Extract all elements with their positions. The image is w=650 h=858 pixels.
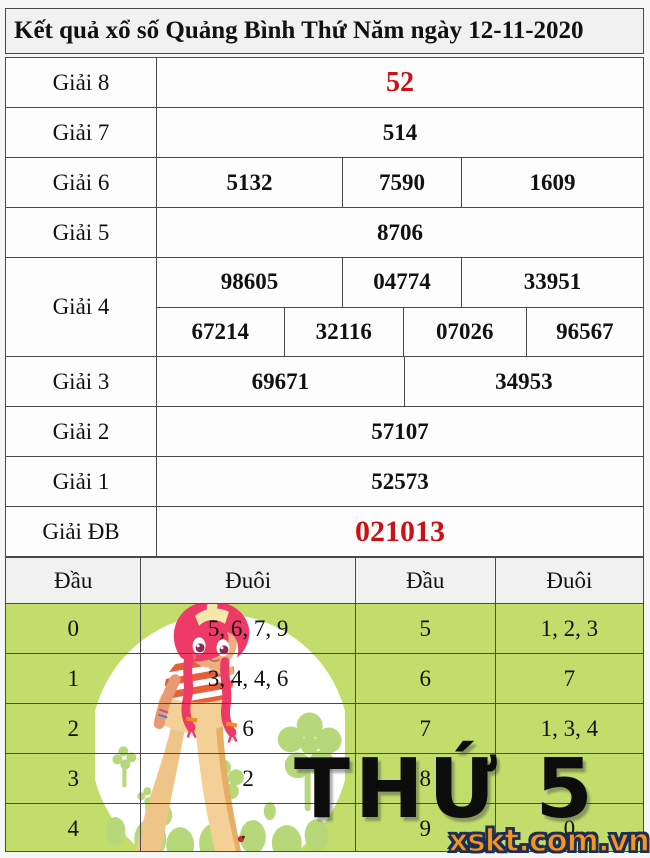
prize-label: Giải 7 [52,119,110,145]
prize-value: 07026 [402,307,526,356]
site-watermark: xskt.com.vn [448,823,650,858]
prize-label: Giải 3 [52,368,110,394]
column-header: Đuôi [140,558,354,603]
prize-value: 96567 [525,307,643,356]
column-header: Đầu [54,567,93,593]
prize-label: Giải 5 [52,219,110,245]
prize-value: 67214 [156,307,284,356]
prize-value: 1609 [460,158,643,207]
prize-label: Giải ĐB [42,518,120,544]
prize-subrow: 67214 32116 07026 96567 [156,306,643,356]
prize-row-g2: Giải 2 57107 [6,406,643,456]
head-digit: 5 [354,604,495,653]
prize-row-gdb: Giải ĐB 021013 [6,506,643,556]
head-digit: 1 [67,665,79,691]
head-tail-grid: Đầu Đuôi Đầu Đuôi 0 5, 6, 7, 9 5 1, 2, 3… [6,558,643,851]
prize-value: 32116 [283,307,403,356]
prize-value: 8706 [156,208,643,257]
table-row: 4 9 0 [6,803,643,851]
prize-label: Giải 6 [52,169,110,195]
tail-digits [140,804,354,851]
prize-row-g7: Giải 7 514 [6,107,643,157]
girl-mascot-illustration [95,601,345,851]
prize-table: Giải 8 52 Giải 7 514 Giải 6 5132 7590 16… [5,57,644,557]
prize-row-g6: Giải 6 5132 7590 1609 [6,157,643,207]
head-digit: 3 [67,765,79,791]
prize-value: 57107 [156,407,643,456]
tail-digits: 5, 6, 7, 9 [140,604,354,653]
prize-value: 04774 [341,258,461,307]
table-row: 1 3, 4, 4, 6 6 7 [6,653,643,703]
prize-row-g3: Giải 3 69671 34953 [6,356,643,406]
tail-digits: 0 [494,804,643,851]
table-row: 3 2 8 [6,753,643,803]
prize-row-g1: Giải 1 52573 [6,456,643,506]
prize-label: Giải 2 [52,418,110,444]
head-digit: 7 [354,704,495,753]
prize-row-g5: Giải 5 8706 [6,207,643,257]
prize-value: 98605 [156,258,342,307]
tail-digits: 6 [140,704,354,753]
head-digit: 8 [354,754,495,803]
prize-subrow: 98605 04774 33951 [156,258,643,307]
column-header: Đuôi [494,558,643,603]
head-digit: 9 [354,804,495,851]
head-digit: 6 [354,654,495,703]
head-tail-table: Đầu Đuôi Đầu Đuôi 0 5, 6, 7, 9 5 1, 2, 3… [5,557,644,852]
prize-label: Giải 1 [52,468,110,494]
column-header: Đầu [354,558,495,603]
prize-value: 33951 [460,258,643,307]
prize-value: 52 [156,58,643,107]
weekday-overlay-text: THỨ 5 [294,742,598,837]
prize-label: Giải 4 [52,294,110,319]
prize-value: 69671 [156,357,404,406]
tail-digits: 3, 4, 4, 6 [140,654,354,703]
tail-digits: 1, 3, 4 [494,704,643,753]
prize-value: 021013 [156,507,643,556]
table-row: 2 6 7 1, 3, 4 [6,703,643,753]
prize-value: 514 [156,108,643,157]
prize-value: 34953 [403,357,643,406]
head-digit: 0 [67,615,79,641]
prize-value: 5132 [156,158,342,207]
tail-digits: 7 [494,654,643,703]
prize-label: Giải 8 [52,69,110,95]
tail-digits: 2 [140,754,354,803]
prize-value: 7590 [341,158,461,207]
prize-value: 52573 [156,457,643,506]
head-tail-header-row: Đầu Đuôi Đầu Đuôi [6,558,643,603]
prize-row-g4: Giải 4 98605 04774 33951 67214 32116 070… [6,257,643,356]
head-digit: 2 [67,715,79,741]
page-title: Kết quả xổ số Quảng Bình Thứ Năm ngày 12… [5,8,644,54]
table-row: 0 5, 6, 7, 9 5 1, 2, 3 [6,603,643,653]
tail-digits: 1, 2, 3 [494,604,643,653]
tail-digits [494,754,643,803]
head-digit: 4 [67,815,79,841]
prize-row-g8: Giải 8 52 [6,58,643,107]
